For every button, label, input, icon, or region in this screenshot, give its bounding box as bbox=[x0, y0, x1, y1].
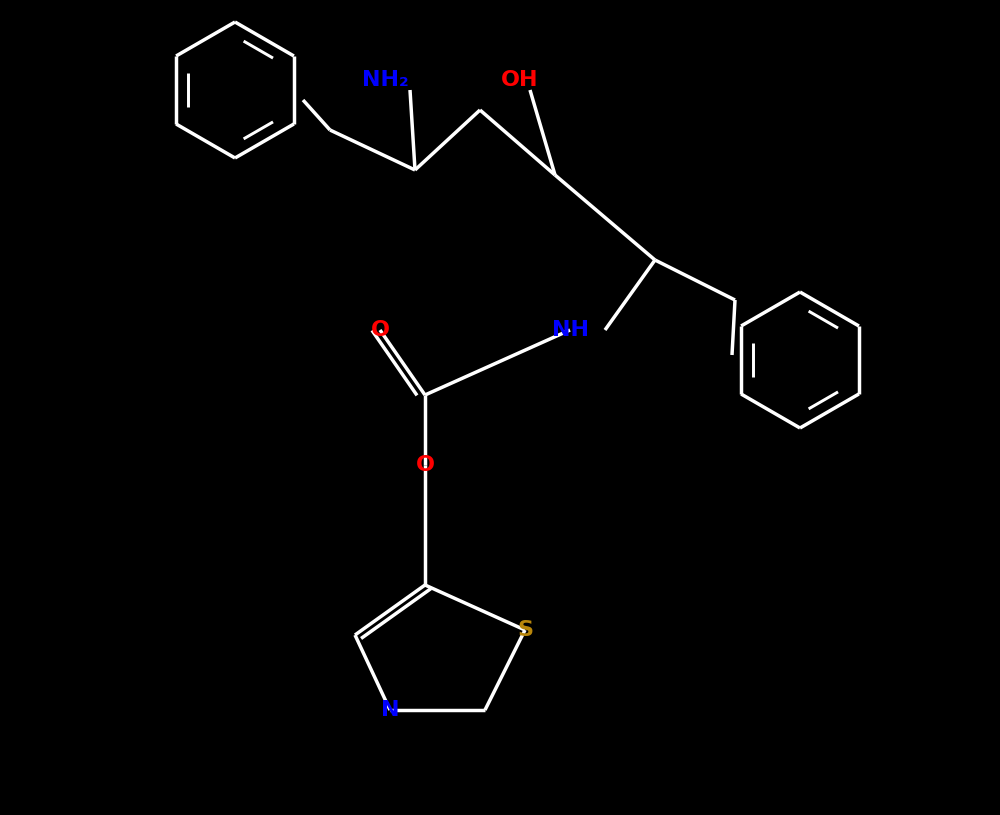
Text: O: O bbox=[416, 455, 434, 475]
Text: NH: NH bbox=[552, 320, 588, 340]
Text: NH₂: NH₂ bbox=[362, 70, 408, 90]
Text: O: O bbox=[370, 320, 390, 340]
Text: S: S bbox=[517, 620, 533, 640]
Text: OH: OH bbox=[501, 70, 539, 90]
Text: N: N bbox=[381, 700, 399, 720]
